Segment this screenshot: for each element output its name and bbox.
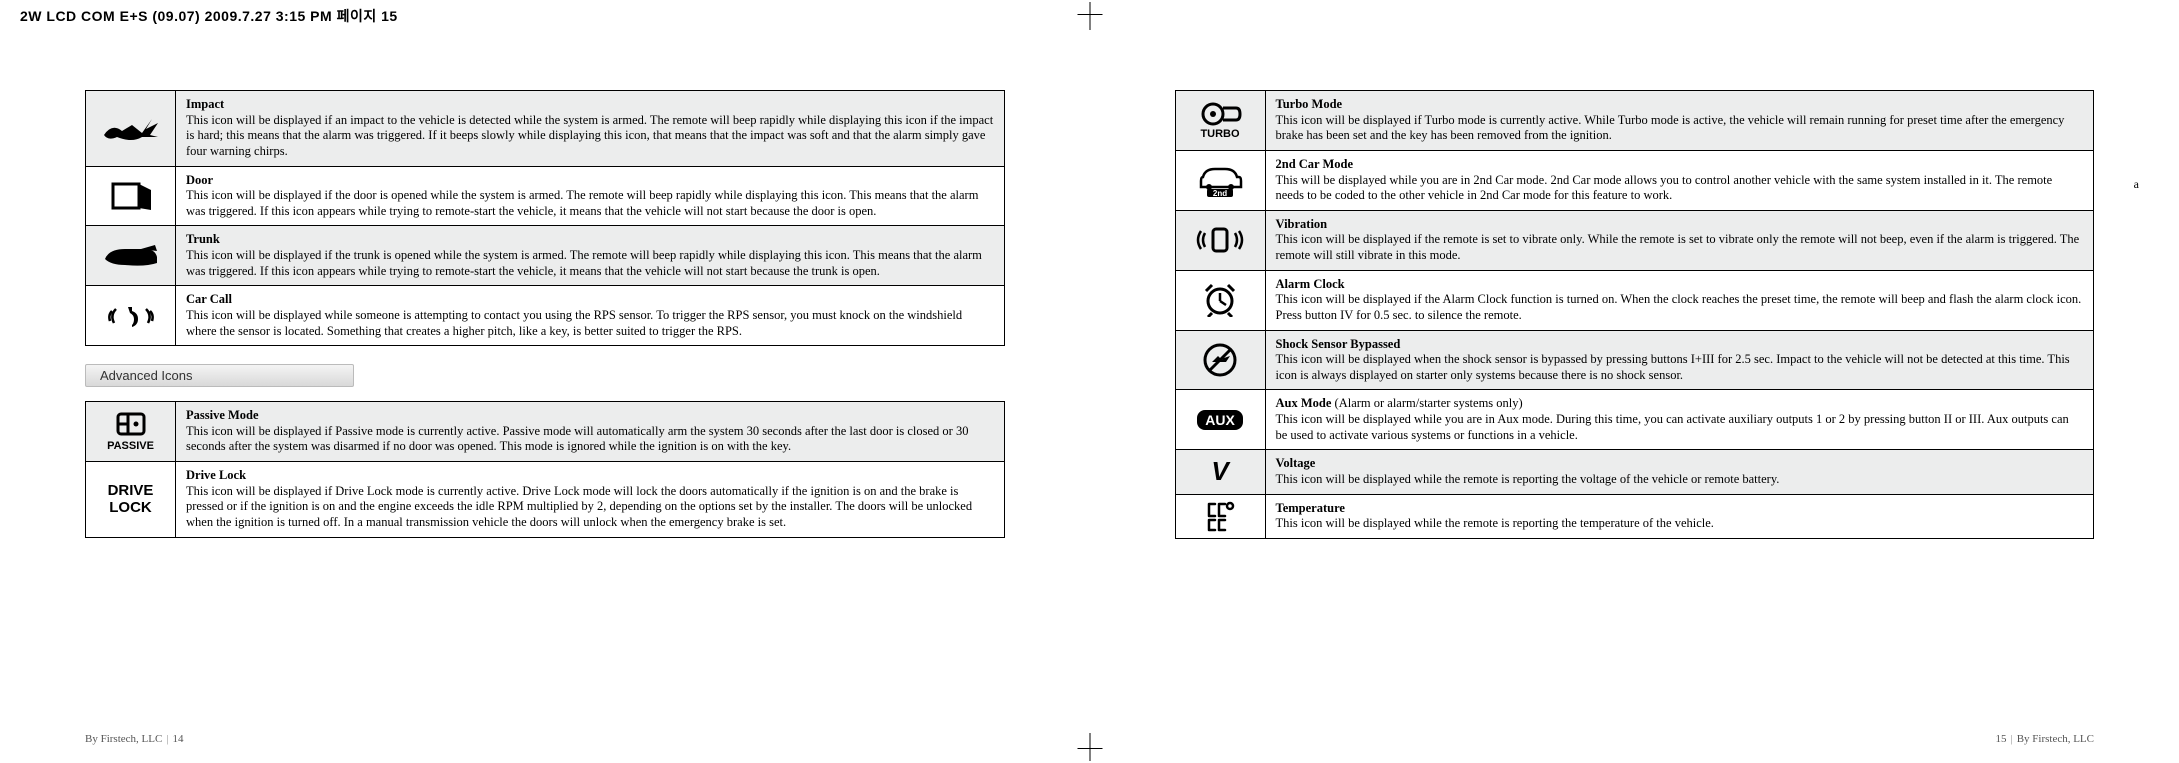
passive-label: PASSIVE [90,440,171,452]
table-row: V Voltage This icon will be displayed whi… [1175,450,2094,494]
table-row: Alarm ClockThis icon will be displayed i… [1175,270,2094,330]
page-right: a TURBO Turbo Mode This icon will be disp… [1090,60,2179,723]
drive-lock-icon: DRIVELOCK [86,462,176,538]
row-body: This icon will be displayed if the Alarm… [1276,292,2082,322]
advanced-icons-header: Advanced Icons [85,364,354,387]
row-title: Turbo Mode [1276,97,1343,111]
footer-left: By Firstech, LLC|14 [85,733,184,745]
row-body: This icon will be displayed while you ar… [1276,412,2069,442]
row-body: This icon will be displayed if an impact… [186,113,993,158]
row-title: Trunk [186,232,220,246]
page-left: Impact This icon will be displayed if an … [0,60,1090,723]
advanced-icons-table: PASSIVE Passive Mode This icon will be di… [85,401,1005,537]
table-row: Car Call This icon will be displayed whil… [86,286,1005,346]
row-body: This icon will be displayed if the remot… [1276,232,2080,262]
table-row: DRIVELOCK Drive Lock This icon will be di… [86,462,1005,538]
table-row: Shock Sensor BypassedThis icon will be d… [1175,330,2094,390]
row-body: This icon will be displayed if Turbo mod… [1276,113,2065,143]
passive-icon: PASSIVE [86,402,176,462]
svg-text:2nd: 2nd [1213,189,1227,197]
second-car-icon: 2nd [1175,150,1265,210]
vibration-icon [1175,210,1265,270]
table-row: VibrationThis icon will be displayed if … [1175,210,2094,270]
row-title: Vibration [1276,217,1328,231]
row-title: Drive Lock [186,468,246,482]
mode-icons-table: TURBO Turbo Mode This icon will be displa… [1175,90,2095,539]
row-title: Impact [186,97,224,111]
row-title-suffix: (Alarm or alarm/starter systems only) [1331,396,1522,410]
row-body: This icon will be displayed while someon… [186,308,962,338]
table-row: Impact This icon will be displayed if an … [86,91,1005,167]
row-body: This icon will be displayed while the re… [1276,516,1714,530]
car-call-icon [86,286,176,346]
gutter-marker: a [2134,177,2139,192]
status-icons-table: Impact This icon will be displayed if an … [85,90,1005,346]
table-row: TURBO Turbo Mode This icon will be displa… [1175,91,2094,151]
table-row: AUX Aux Mode (Alarm or alarm/starter sys… [1175,390,2094,450]
trunk-icon [86,226,176,286]
row-body: This icon will be displayed while the re… [1276,472,1780,486]
row-body: This will be displayed while you are in … [1276,173,2053,203]
row-body: This icon will be displayed when the sho… [1276,352,2070,382]
row-title: Shock Sensor Bypassed [1276,337,1401,351]
row-title: Voltage [1276,456,1316,470]
row-title: Door [186,173,213,187]
aux-label: AUX [1197,410,1243,430]
row-body: This icon will be displayed if Drive Loc… [186,484,972,529]
crop-mark-top [1089,2,1090,30]
temperature-icon [1175,494,1265,538]
voltage-icon: V [1175,450,1265,494]
row-title: Passive Mode [186,408,259,422]
voltage-label: V [1211,456,1228,486]
crop-mark-bottom [1089,733,1090,761]
print-header: 2W LCD COM E+S (09.07) 2009.7.27 3:15 PM… [20,6,398,26]
door-icon [86,166,176,226]
row-title: 2nd Car Mode [1276,157,1354,171]
impact-icon [86,91,176,167]
table-row: Trunk This icon will be displayed if the … [86,226,1005,286]
aux-icon: AUX [1175,390,1265,450]
table-row: PASSIVE Passive Mode This icon will be di… [86,402,1005,462]
row-title: Temperature [1276,501,1345,515]
row-title: Car Call [186,292,232,306]
table-row: DoorThis icon will be displayed if the d… [86,166,1005,226]
table-row: TemperatureThis icon will be displayed w… [1175,494,2094,538]
row-body: This icon will be displayed if the door … [186,188,978,218]
turbo-icon: TURBO [1175,91,1265,151]
drive-lock-label: DRIVELOCK [90,482,171,517]
shock-bypass-icon [1175,330,1265,390]
row-body: This icon will be displayed if Passive m… [186,424,968,454]
footer-right: 15|By Firstech, LLC [1995,733,2094,745]
turbo-label: TURBO [1180,128,1261,140]
table-row: 2nd 2nd Car Mode This will be displayed w… [1175,150,2094,210]
row-title: Alarm Clock [1276,277,1345,291]
row-body: This icon will be displayed if the trunk… [186,248,982,278]
alarm-clock-icon [1175,270,1265,330]
row-title: Aux Mode [1276,396,1332,410]
